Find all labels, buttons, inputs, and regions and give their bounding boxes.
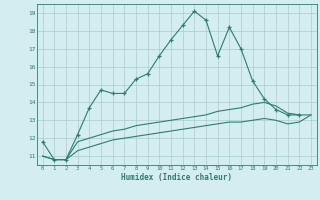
X-axis label: Humidex (Indice chaleur): Humidex (Indice chaleur) (121, 173, 232, 182)
